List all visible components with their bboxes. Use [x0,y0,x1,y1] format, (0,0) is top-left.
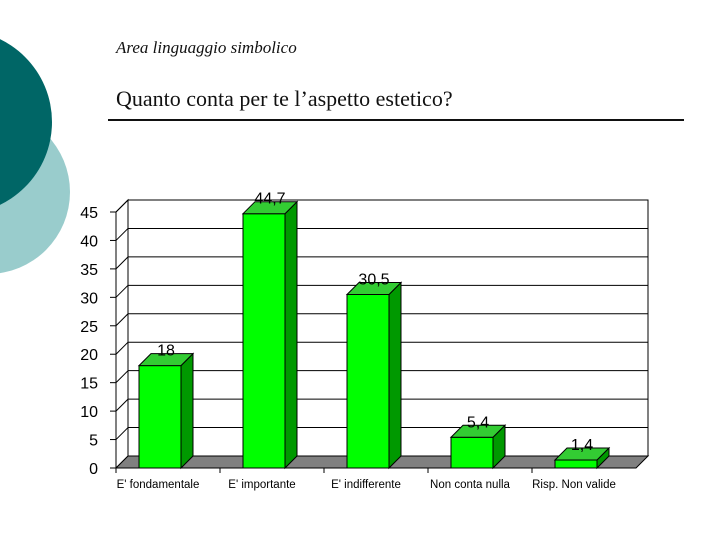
y-tick-label: 45 [80,205,98,222]
plot-side-wall [115,198,129,470]
x-tick-label: E' indifferente [331,479,401,491]
y-tick-label: 0 [89,461,98,478]
gridline-side [115,199,129,213]
bar [346,293,390,469]
x-tick-label: E' fondamentale [117,479,200,491]
bar-top [553,447,611,461]
y-tick-label: 5 [89,433,98,450]
bar [450,436,494,469]
bar-top [137,353,195,367]
bar-top [241,201,299,215]
bar-side [388,281,402,470]
gridline-side [115,228,129,241]
data-label: 18 [157,343,175,360]
dark-circle [0,39,52,205]
bar-top [345,281,403,295]
data-label: 1,4 [571,437,593,454]
decorative-circles [0,39,70,274]
y-tick-label: 15 [80,376,98,393]
bar-top [449,424,507,438]
gridline-side [115,427,129,440]
y-tick-label: 25 [80,319,98,336]
gridline-side [115,398,129,412]
bar-chart: 0 5 10 15 20 25 30 35 40 45 18 E' fondamentale 44,7 E… [80,191,650,491]
bar [138,365,182,469]
bar-side [284,200,298,470]
y-tick-label: 10 [80,404,98,421]
gridline-side [115,370,129,384]
section-title: Area linguaggio simbolico [116,38,297,57]
y-tick-label: 40 [80,233,98,250]
x-tick-label: Risp. Non valide [532,479,616,491]
data-label: 44,7 [254,191,285,208]
bar [242,213,286,469]
y-tick-label: 35 [80,262,98,279]
bar-side [180,352,194,470]
x-tick-label: E' importante [228,479,295,491]
gridline-side [115,284,129,298]
title-divider [108,119,684,121]
question-title: Quanto conta per te l’aspetto estetico? [116,86,453,111]
bar [554,459,598,469]
y-tick-label: 20 [80,347,98,364]
gridline-side [115,341,129,355]
data-label: 30,5 [358,271,389,288]
gridline-side [115,256,129,270]
data-label: 5,4 [467,414,489,431]
x-tick-label: Non conta nulla [430,479,511,491]
gridline-side [115,313,129,327]
y-tick-label: 30 [80,290,98,307]
